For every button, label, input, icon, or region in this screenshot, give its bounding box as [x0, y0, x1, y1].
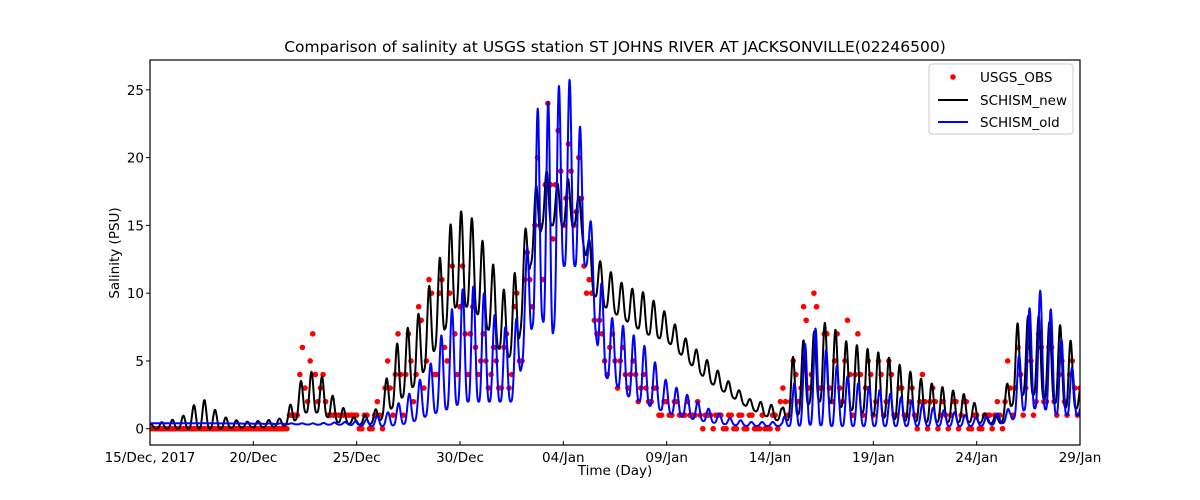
obs-point [955, 425, 962, 432]
obs-point [749, 412, 755, 418]
obs-point [813, 303, 820, 310]
obs-point [710, 425, 716, 432]
obs-point [444, 358, 450, 364]
obs-point [395, 331, 401, 337]
plot-area [150, 78, 1080, 432]
obs-point [583, 290, 590, 296]
y-tick-label: 15 [127, 218, 144, 234]
legend-label-schism-new: SCHISM_new [980, 93, 1067, 109]
obs-point [855, 331, 861, 337]
x-tick-label: 24/Jan [955, 450, 998, 466]
obs-point [700, 425, 706, 432]
x-tick-label: 20/Dec [229, 450, 277, 466]
obs-point [743, 425, 750, 432]
obs-point [369, 425, 375, 432]
obs-point [774, 425, 781, 432]
y-axis-label: Salinity (PSU) [107, 207, 123, 298]
obs-point [309, 331, 316, 337]
obs-point [550, 236, 556, 242]
obs-point [586, 276, 592, 283]
series-line-schism-old [150, 78, 1080, 428]
y-tick-label: 10 [127, 286, 144, 302]
obs-point [353, 412, 360, 418]
obs-point [415, 303, 422, 310]
obs-point [379, 425, 386, 432]
obs-point [410, 398, 417, 405]
obs-point [390, 412, 396, 418]
obs-point [777, 398, 784, 405]
obs-point [658, 412, 665, 418]
x-tick-label: 14/Jan [749, 450, 792, 466]
obs-point [384, 358, 391, 364]
obs-point [297, 371, 303, 378]
obs-point [307, 358, 313, 364]
legend-box [928, 63, 1074, 135]
obs-point [756, 425, 763, 432]
y-tick-label: 5 [135, 354, 144, 370]
y-tick-label: 20 [127, 151, 144, 167]
obs-point [302, 385, 308, 391]
x-tick-label: 30/Dec [436, 450, 484, 466]
legend: USGS_OBS SCHISM_new SCHISM_old [928, 63, 1074, 135]
legend-label-schism-old: SCHISM_old [980, 115, 1060, 131]
x-tick-label: 15/Dec, 2017 [105, 450, 196, 466]
obs-point [767, 425, 773, 432]
obs-point [994, 398, 1001, 405]
x-axis-label: Time (Day) [577, 463, 653, 479]
x-tick-label: 09/Jan [645, 450, 688, 466]
obs-point [968, 425, 975, 432]
obs-point [374, 398, 381, 405]
legend-marker-usgs-obs [950, 74, 956, 80]
obs-point [421, 385, 427, 391]
obs-point [800, 303, 807, 310]
obs-point [359, 425, 365, 432]
x-tick-label: 19/Jan [852, 450, 895, 466]
obs-point [979, 425, 985, 432]
plot-frame [149, 59, 1081, 446]
obs-point [844, 317, 851, 324]
obs-point [284, 425, 290, 432]
x-tick-label: 04/Jan [542, 450, 585, 466]
obs-point [914, 425, 921, 432]
y-axis: 0 5 10 15 20 25 [127, 83, 150, 438]
obs-point [299, 344, 306, 351]
obs-point [811, 290, 817, 296]
x-axis: 15/Dec, 2017 20/Dec 25/Dec 30/Dec 04/Jan 09/J… [105, 441, 1102, 466]
legend-label-usgs-obs: USGS_OBS [980, 70, 1052, 86]
obs-point [1020, 412, 1026, 418]
obs-point [1030, 412, 1037, 418]
x-tick-label: 25/Dec [333, 450, 381, 466]
obs-point [780, 385, 786, 391]
y-tick-label: 25 [127, 83, 144, 99]
obs-point [728, 412, 735, 418]
obs-point [803, 317, 809, 324]
obs-point [924, 425, 931, 432]
obs-point [999, 425, 1006, 432]
schism-old-series [150, 78, 1080, 428]
y-tick-label: 0 [135, 422, 144, 438]
obs-point [312, 371, 319, 378]
obs-point [945, 425, 952, 432]
x-tick-label: 29/Jan [1059, 450, 1102, 466]
obs-point [723, 425, 729, 432]
obs-point [935, 425, 941, 432]
obs-point [733, 425, 740, 432]
chart-title: Comparison of salinity at USGS station S… [284, 38, 946, 56]
obs-point [738, 412, 745, 418]
obs-point [426, 276, 432, 283]
obs-point [782, 398, 789, 405]
obs-point [1004, 358, 1011, 364]
obs-point [989, 425, 995, 432]
obs-point [919, 371, 926, 378]
